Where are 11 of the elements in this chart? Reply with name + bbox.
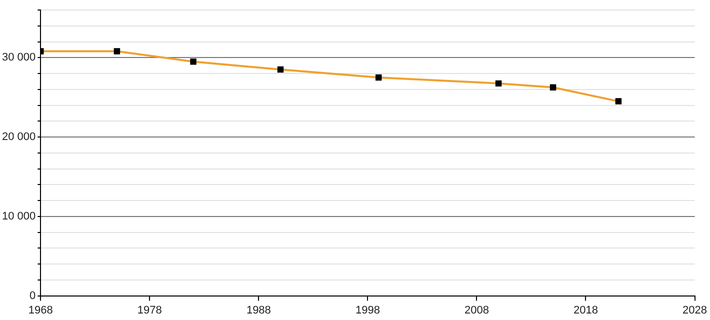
x-tick-label: 2028 — [682, 304, 708, 316]
x-tick-label: 2008 — [464, 304, 489, 316]
x-tick-label: 2018 — [574, 304, 598, 316]
x-tick-label: 1988 — [246, 304, 271, 316]
y-tick-label: 10 000 — [2, 210, 36, 222]
x-tick-label: 1968 — [28, 304, 53, 316]
y-tick-label: 20 000 — [2, 131, 36, 144]
y-tick-label: 0 — [30, 290, 36, 302]
y-tick-label: 30 000 — [2, 52, 36, 64]
x-tick-label: 1998 — [355, 304, 380, 316]
x-tick-label: 1978 — [137, 304, 162, 316]
